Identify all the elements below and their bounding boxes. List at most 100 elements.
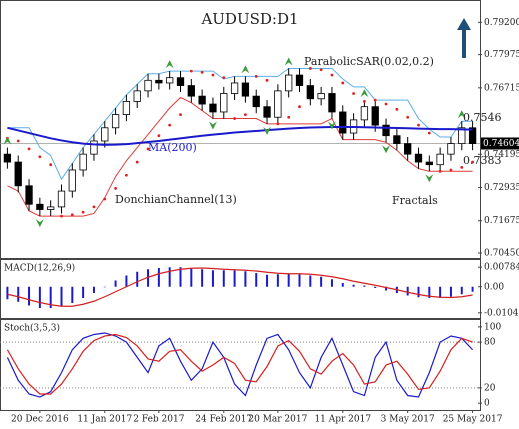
x-tick-label: 11 Apr 2017 — [314, 415, 371, 425]
sar-dot — [92, 205, 96, 209]
donchian-label: DonchianChannel(13) — [115, 193, 237, 206]
fractal-down — [327, 121, 336, 130]
macd-bar — [28, 286, 31, 306]
sar-dot — [60, 214, 63, 218]
sar-label: ParabolicSAR(0.02,0.2) — [304, 55, 434, 68]
sar-dot — [81, 210, 85, 214]
x-tick-label: 2 Feb 2017 — [133, 415, 184, 425]
candle-body — [111, 114, 120, 129]
macd-bar — [71, 286, 74, 303]
x-tick-label: 25 May 2017 — [443, 415, 503, 425]
sar-dot — [168, 123, 172, 127]
ma-line — [7, 125, 473, 146]
macd-bar — [276, 274, 279, 287]
candle-body — [47, 206, 55, 210]
macd-bar — [125, 275, 128, 287]
macd-bar — [168, 267, 171, 287]
sar-dot — [157, 134, 161, 138]
macd-bar — [201, 269, 204, 287]
macd-bar — [363, 285, 366, 287]
y-tick-label: 0.76715 — [484, 83, 519, 93]
candle-body — [133, 90, 141, 102]
sar-dot — [114, 187, 117, 190]
candle-body — [306, 85, 314, 100]
sar-dot — [244, 113, 247, 117]
macd-bar — [374, 286, 377, 288]
candle-body — [220, 93, 228, 113]
candle-body — [360, 106, 369, 121]
sar-dot — [298, 105, 301, 109]
level-label: 0.7546 — [463, 111, 502, 124]
x-tick-label: 24 Feb 2017 — [195, 415, 252, 425]
candle-body — [101, 127, 109, 142]
macd-bar — [417, 286, 420, 298]
candle-body — [241, 82, 250, 97]
y-tick-label: 0.00 — [484, 282, 504, 292]
donchian-upper — [7, 67, 473, 181]
candle-body — [436, 153, 444, 166]
sar-dot — [471, 160, 474, 164]
macd-bar — [157, 268, 160, 287]
macd-bar — [60, 286, 63, 307]
trend-arrow — [457, 18, 471, 58]
sar-dot — [330, 73, 334, 77]
candle-body — [274, 90, 282, 118]
sar-dot — [200, 71, 204, 74]
macd-bar — [287, 273, 290, 287]
macd-bar — [471, 286, 474, 292]
candle-body — [187, 85, 195, 97]
candle-body — [317, 93, 325, 100]
y-tick-label: 0.72935 — [484, 183, 519, 193]
y-tick-label: 0.00784 — [484, 263, 519, 273]
candle-body — [393, 135, 401, 145]
macd-bar — [439, 286, 442, 298]
sar-dot — [287, 115, 291, 119]
sar-dot — [233, 117, 236, 120]
stoch-panel — [0, 319, 481, 411]
sar-dot — [438, 169, 442, 173]
candle-body — [14, 161, 22, 187]
y-tick-label: 80 — [484, 338, 496, 348]
candle-body — [371, 106, 379, 126]
sar-dot — [308, 67, 312, 70]
macd-bar — [92, 286, 95, 293]
fractal-up — [165, 60, 174, 69]
candle-body — [447, 143, 455, 155]
macd-bar — [266, 274, 269, 287]
macd-bar — [428, 286, 431, 298]
last-price-box — [481, 137, 519, 150]
sar-dot — [395, 107, 399, 111]
candle-body — [339, 111, 347, 134]
sar-dot — [16, 139, 20, 143]
x-tick-label: 3 May 2017 — [381, 415, 435, 425]
fractal-down — [425, 174, 434, 183]
candle-body — [36, 203, 44, 210]
candle-body — [468, 127, 477, 145]
macd-bar — [341, 283, 344, 287]
macd-bar — [255, 273, 258, 287]
ma-label: MA(200) — [148, 141, 197, 154]
sar-dot — [384, 102, 388, 106]
macd-bar — [103, 286, 106, 288]
y-tick-label: 0.74195 — [484, 150, 519, 160]
candle-body — [57, 190, 66, 208]
candle-body — [79, 153, 87, 171]
candle-body — [230, 82, 239, 94]
x-tick-label: 20 Dec 2016 — [11, 415, 69, 425]
panel-frames — [0, 0, 481, 411]
macd-bar — [460, 286, 463, 295]
fractal-up — [284, 57, 293, 66]
sar-dot — [319, 68, 323, 72]
sar-dot — [417, 123, 420, 127]
stoch-line — [6, 332, 474, 398]
fractal-up — [3, 136, 12, 145]
candle-body — [382, 124, 390, 137]
candle-body — [166, 77, 174, 84]
sar-dot — [352, 92, 355, 95]
candle-body — [68, 169, 76, 192]
macd-bar — [190, 268, 193, 287]
macd-bar — [222, 270, 225, 287]
stoch-line — [6, 333, 473, 395]
